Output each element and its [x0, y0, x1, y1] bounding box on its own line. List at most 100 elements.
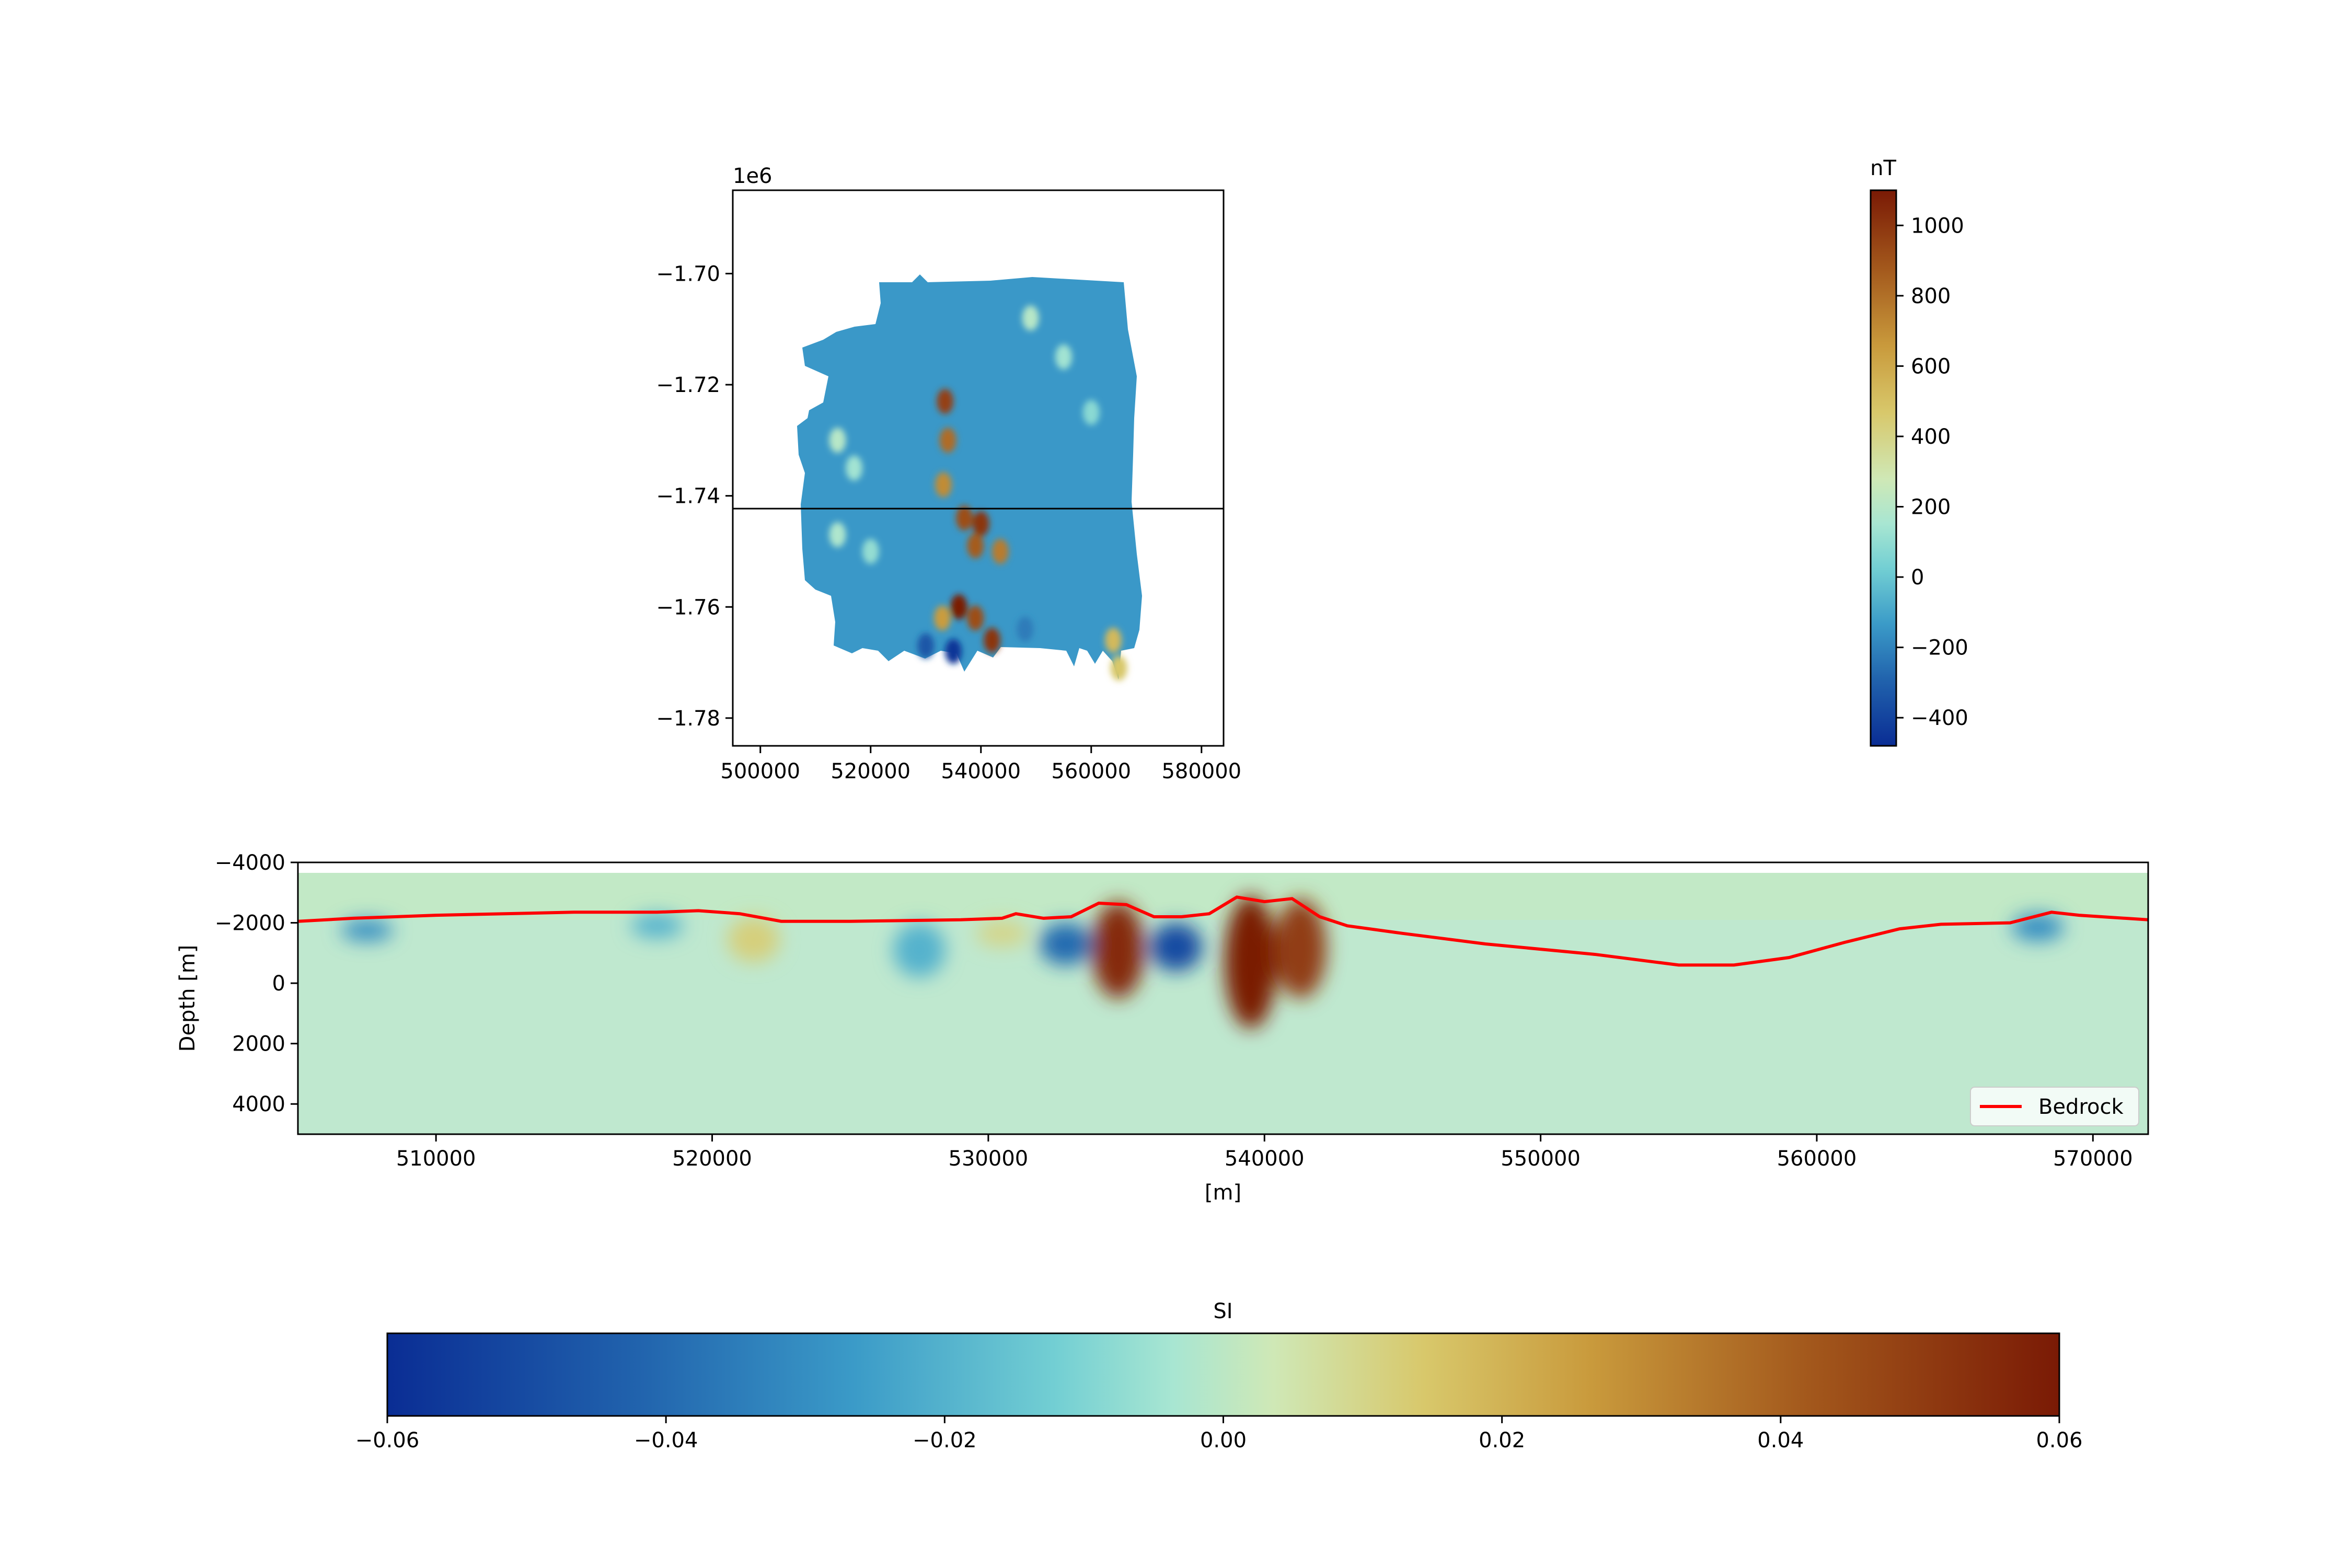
- si-colorbar-ticks: −0.06 −0.04 −0.02 0.00 0.02 0.04 0.06: [355, 1416, 2083, 1452]
- section-x-tick-label: 570000: [2053, 1147, 2133, 1171]
- section-anomaly: [1274, 898, 1327, 998]
- map-anomaly: [950, 594, 967, 620]
- section-y-ticks: −4000 −2000 0 2000 4000: [215, 851, 298, 1116]
- map-x-tick-label: 500000: [720, 759, 800, 783]
- magnetic-anomaly-map: [797, 274, 1142, 681]
- section-y-tick-label: −2000: [215, 912, 285, 936]
- nt-tick-label: 400: [1911, 425, 1951, 449]
- map-offset-label: 1e6: [733, 164, 773, 188]
- section-x-tick-label: 550000: [1501, 1147, 1581, 1171]
- map-x-ticks: 500000 520000 540000 560000 580000: [720, 746, 1241, 783]
- si-tick-label: −0.02: [913, 1428, 977, 1452]
- section-x-label: [m]: [1205, 1181, 1241, 1205]
- si-tick-label: 0.06: [2036, 1428, 2082, 1452]
- nt-tick-label: 200: [1911, 495, 1951, 520]
- section-y-label: Depth [m]: [176, 945, 200, 1052]
- section-x-tick-label: 520000: [672, 1147, 752, 1171]
- si-tick-label: 0.02: [1479, 1428, 1525, 1452]
- map-anomaly: [935, 472, 952, 498]
- map-anomalies: [829, 305, 1127, 681]
- map-anomaly: [829, 522, 846, 548]
- si-tick-label: −0.06: [355, 1428, 420, 1452]
- section-anomaly: [727, 917, 780, 962]
- section-anomaly: [1150, 923, 1203, 972]
- map-y-tick-label: −1.76: [656, 595, 720, 619]
- section-anomaly: [976, 919, 1029, 947]
- map-anomaly: [939, 428, 956, 453]
- map-anomaly: [991, 538, 1009, 564]
- si-colorbar-label: SI: [1213, 1299, 1232, 1323]
- section-y-tick-label: 2000: [232, 1032, 285, 1056]
- map-anomaly: [1022, 305, 1039, 331]
- section-anomaly: [630, 914, 683, 938]
- section-axes-frame: [297, 861, 2149, 1135]
- nt-tick-label: 0: [1911, 566, 1924, 590]
- legend-label: Bedrock: [2038, 1095, 2124, 1119]
- nt-colorbar-gradient: [1871, 190, 1896, 746]
- bedrock-line: [298, 895, 2148, 967]
- nt-colorbar-frame: [1870, 189, 1897, 747]
- si-colorbar-gradient: [387, 1333, 2059, 1416]
- map-anomaly: [933, 605, 951, 631]
- si-tick-label: 0.04: [1757, 1428, 1804, 1452]
- section-x-ticks: 510000 520000 530000 540000 550000 560000 5700…: [396, 1134, 2133, 1171]
- nt-tick-label: 600: [1911, 354, 1951, 378]
- map-x-tick-label: 520000: [831, 759, 910, 783]
- map-anomaly: [829, 428, 846, 453]
- section-x-tick-label: 560000: [1777, 1147, 1857, 1171]
- map-x-tick-label: 580000: [1161, 759, 1241, 783]
- map-anomaly: [956, 505, 973, 531]
- map-anomaly: [1017, 616, 1034, 642]
- susceptibility-section: [298, 862, 2148, 1134]
- section-panel: 510000 520000 530000 540000 550000 560000 5700…: [176, 851, 2149, 1205]
- nt-colorbar: nT 1000 800 600 400 200 0 −200 −400: [1870, 156, 1968, 747]
- section-anomaly: [341, 919, 394, 941]
- section-y-tick-label: 4000: [232, 1092, 285, 1116]
- section-y-tick-label: −4000: [215, 851, 285, 875]
- si-tick-label: −0.04: [634, 1428, 698, 1452]
- si-colorbar: SI −0.06 −0.04 −0.02 0.00 0.02 0.04 0.06: [355, 1299, 2083, 1452]
- nt-tick-label: 800: [1911, 284, 1951, 308]
- section-top-gap: [298, 862, 2148, 873]
- section-x-tick-label: 540000: [1225, 1147, 1305, 1171]
- map-y-tick-label: −1.72: [656, 373, 720, 397]
- map-anomaly: [972, 511, 989, 536]
- map-axes-frame: [732, 189, 1225, 747]
- nt-tick-label: −200: [1911, 636, 1968, 660]
- map-x-tick-label: 540000: [941, 759, 1021, 783]
- nt-tick-label: 1000: [1911, 214, 1964, 238]
- map-y-tick-label: −1.78: [656, 707, 720, 731]
- section-anomalies: [341, 895, 2064, 1029]
- section-x-tick-label: 510000: [396, 1147, 476, 1171]
- map-anomaly: [937, 388, 954, 414]
- section-x-tick-label: 530000: [949, 1147, 1029, 1171]
- si-tick-label: 0.00: [1200, 1428, 1247, 1452]
- nt-colorbar-label: nT: [1870, 156, 1896, 180]
- section-anomaly: [1092, 902, 1145, 998]
- map-y-ticks: −1.70 −1.72 −1.74 −1.76 −1.78: [656, 262, 733, 731]
- map-y-tick-label: −1.70: [656, 262, 720, 286]
- map-anomaly: [846, 455, 863, 481]
- map-y-tick-label: −1.74: [656, 485, 720, 509]
- section-anomaly: [1039, 923, 1092, 965]
- map-panel: 500000 520000 540000 560000 580000 −1.70−1.7…: [656, 164, 1241, 783]
- map-anomaly: [862, 538, 879, 564]
- legend-box: [1970, 1087, 2139, 1126]
- map-anomaly: [1110, 655, 1127, 681]
- nt-tick-label: −400: [1911, 706, 1968, 730]
- section-y-tick-label: 0: [272, 972, 285, 996]
- map-x-tick-label: 560000: [1051, 759, 1131, 783]
- section-anomaly: [893, 923, 946, 977]
- map-anomaly: [983, 628, 1000, 653]
- section-anomaly: [2011, 914, 2064, 941]
- nt-colorbar-ticks: 1000 800 600 400 200 0 −200 −400: [1896, 214, 1968, 730]
- map-anomaly: [967, 533, 984, 559]
- map-anomaly: [917, 633, 935, 659]
- map-anomaly: [945, 639, 962, 664]
- map-anomaly: [967, 605, 984, 631]
- section-anomaly: [1224, 895, 1277, 1029]
- map-anomaly: [1104, 628, 1122, 653]
- survey-area: [797, 274, 1142, 679]
- map-anomaly: [1055, 344, 1073, 370]
